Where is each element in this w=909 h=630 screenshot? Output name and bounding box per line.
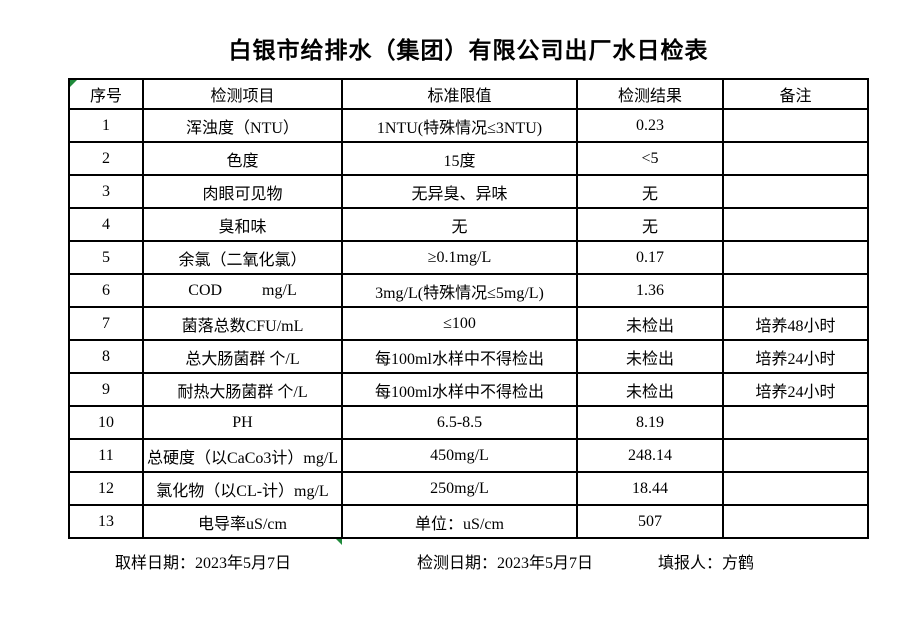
test-date-label: 检测日期：2023年5月7日 bbox=[417, 555, 594, 572]
table-row: 2 色度 15度 <5 bbox=[68, 141, 869, 176]
cell-note bbox=[722, 438, 869, 473]
cell-result: 无 bbox=[576, 207, 724, 242]
cell-limit: 6.5-8.5 bbox=[341, 405, 578, 440]
footer: 取样日期：2023年5月7日 检测日期：2023年5月7日 填报人：方鹤 bbox=[0, 549, 909, 572]
cell-seq: 9 bbox=[68, 372, 144, 407]
cell-note bbox=[722, 174, 869, 209]
cell-seq: 1 bbox=[68, 108, 144, 143]
cell-item: 电导率uS/cm bbox=[142, 504, 343, 539]
cell-limit: 每100ml水样中不得检出 bbox=[341, 372, 578, 407]
cell-note bbox=[722, 504, 869, 539]
table-row: 5 余氯（二氧化氯） ≥0.1mg/L 0.17 bbox=[68, 240, 869, 275]
page-title: 白银市给排水（集团）有限公司出厂水日检表 bbox=[228, 38, 709, 63]
cell-note bbox=[722, 207, 869, 242]
sampling-date-label: 取样日期：2023年5月7日 bbox=[115, 555, 292, 572]
cell-limit: ≤100 bbox=[341, 306, 578, 341]
cell-limit: 每100ml水样中不得检出 bbox=[341, 339, 578, 374]
table-row: 12 氯化物（以CL-计）mg/L 250mg/L 18.44 bbox=[68, 471, 869, 506]
cell-seq: 5 bbox=[68, 240, 144, 275]
cell-result: 248.14 bbox=[576, 438, 724, 473]
cell-note bbox=[722, 273, 869, 308]
reporter-label: 填报人：方鹤 bbox=[658, 555, 755, 572]
table-row: 13 电导率uS/cm 单位：uS/cm 507 bbox=[68, 504, 869, 539]
cell-item: 总大肠菌群 个/L bbox=[142, 339, 343, 374]
cell-limit: 15度 bbox=[341, 141, 578, 176]
cell-result: 8.19 bbox=[576, 405, 724, 440]
cell-note bbox=[722, 240, 869, 275]
cell-limit: 无 bbox=[341, 207, 578, 242]
cell-result: 507 bbox=[576, 504, 724, 539]
cell-note: 培养24小时 bbox=[722, 339, 869, 374]
column-header-item: 检测项目 bbox=[142, 78, 343, 110]
cell-limit: ≥0.1mg/L bbox=[341, 240, 578, 275]
table-row: 4 臭和味无无 bbox=[68, 207, 869, 242]
cell-limit: 无异臭、异味 bbox=[341, 174, 578, 209]
cell-note: 培养24小时 bbox=[722, 372, 869, 407]
cell-item: 臭和味 bbox=[142, 207, 343, 242]
cell-seq: 4 bbox=[68, 207, 144, 242]
cell-item: 浑浊度（NTU） bbox=[142, 108, 343, 143]
cell-seq: 3 bbox=[68, 174, 144, 209]
table-row: 7 菌落总数CFU/mL ≤100 未检出 培养48小时 bbox=[68, 306, 869, 341]
cell-seq: 12 bbox=[68, 471, 144, 506]
column-header-limit: 标准限值 bbox=[341, 78, 578, 110]
table-row: 6 COD mg/L 3mg/L(特殊情况≤5mg/L) 1.36 bbox=[68, 273, 869, 308]
cell-item: PH bbox=[142, 405, 343, 440]
cell-seq: 2 bbox=[68, 141, 144, 176]
cell-result: 18.44 bbox=[576, 471, 724, 506]
cell-note: 培养48小时 bbox=[722, 306, 869, 341]
cell-seq: 13 bbox=[68, 504, 144, 539]
cell-result: 1.36 bbox=[576, 273, 724, 308]
cell-seq: 11 bbox=[68, 438, 144, 473]
cell-item: COD mg/L bbox=[142, 273, 343, 308]
inspection-table: 序号 检测项目 标准限值 检测结果 备注 1 浑浊度（NTU） 1NTU(特殊情况≤… bbox=[68, 78, 869, 539]
table-row: 11 总硬度（以CaCo3计）mg/L 450mg/L 248.14 bbox=[68, 438, 869, 473]
cell-limit: 3mg/L(特殊情况≤5mg/L) bbox=[341, 273, 578, 308]
column-header-result: 检测结果 bbox=[576, 78, 724, 110]
column-header-seq: 序号 bbox=[68, 78, 144, 110]
cell-note bbox=[722, 108, 869, 143]
table-body: 1 浑浊度（NTU） 1NTU(特殊情况≤3NTU) 0.23 2 色度 15度 <5 3 肉眼可… bbox=[68, 108, 869, 539]
green-bottom-marker-icon bbox=[336, 539, 342, 545]
table-row: 10 PH 6.5-8.5 8.19 bbox=[68, 405, 869, 440]
table-row: 9 耐热大肠菌群 个/L 每100ml水样中不得检出 未检出 培养24小时 bbox=[68, 372, 869, 407]
cell-seq: 7 bbox=[68, 306, 144, 341]
cell-item: 肉眼可见物 bbox=[142, 174, 343, 209]
cell-item: 氯化物（以CL-计）mg/L bbox=[142, 471, 343, 506]
cell-item: 色度 bbox=[142, 141, 343, 176]
cell-item: 余氯（二氧化氯） bbox=[142, 240, 343, 275]
cell-item: 总硬度（以CaCo3计）mg/L bbox=[142, 438, 343, 473]
cell-result: 未检出 bbox=[576, 339, 724, 374]
cell-seq: 8 bbox=[68, 339, 144, 374]
cell-result: 0.23 bbox=[576, 108, 724, 143]
cell-limit: 250mg/L bbox=[341, 471, 578, 506]
header-row: 序号 检测项目 标准限值 检测结果 备注 bbox=[68, 78, 869, 110]
table-row: 3 肉眼可见物 无异臭、异味无 bbox=[68, 174, 869, 209]
cell-result: 未检出 bbox=[576, 306, 724, 341]
cell-note bbox=[722, 141, 869, 176]
green-corner-marker-icon bbox=[70, 80, 77, 87]
cell-result: <5 bbox=[576, 141, 724, 176]
cell-limit: 单位：uS/cm bbox=[341, 504, 578, 539]
cell-item: 菌落总数CFU/mL bbox=[142, 306, 343, 341]
cell-note bbox=[722, 405, 869, 440]
cell-limit: 1NTU(特殊情况≤3NTU) bbox=[341, 108, 578, 143]
table-row: 8 总大肠菌群 个/L 每100ml水样中不得检出 未检出 培养24小时 bbox=[68, 339, 869, 374]
cell-result: 0.17 bbox=[576, 240, 724, 275]
cell-note bbox=[722, 471, 869, 506]
cell-seq: 6 bbox=[68, 273, 144, 308]
cell-seq: 10 bbox=[68, 405, 144, 440]
table-row: 1 浑浊度（NTU） 1NTU(特殊情况≤3NTU) 0.23 bbox=[68, 108, 869, 143]
cell-item: 耐热大肠菌群 个/L bbox=[142, 372, 343, 407]
cell-result: 无 bbox=[576, 174, 724, 209]
cell-result: 未检出 bbox=[576, 372, 724, 407]
column-header-note: 备注 bbox=[722, 78, 869, 110]
cell-limit: 450mg/L bbox=[341, 438, 578, 473]
